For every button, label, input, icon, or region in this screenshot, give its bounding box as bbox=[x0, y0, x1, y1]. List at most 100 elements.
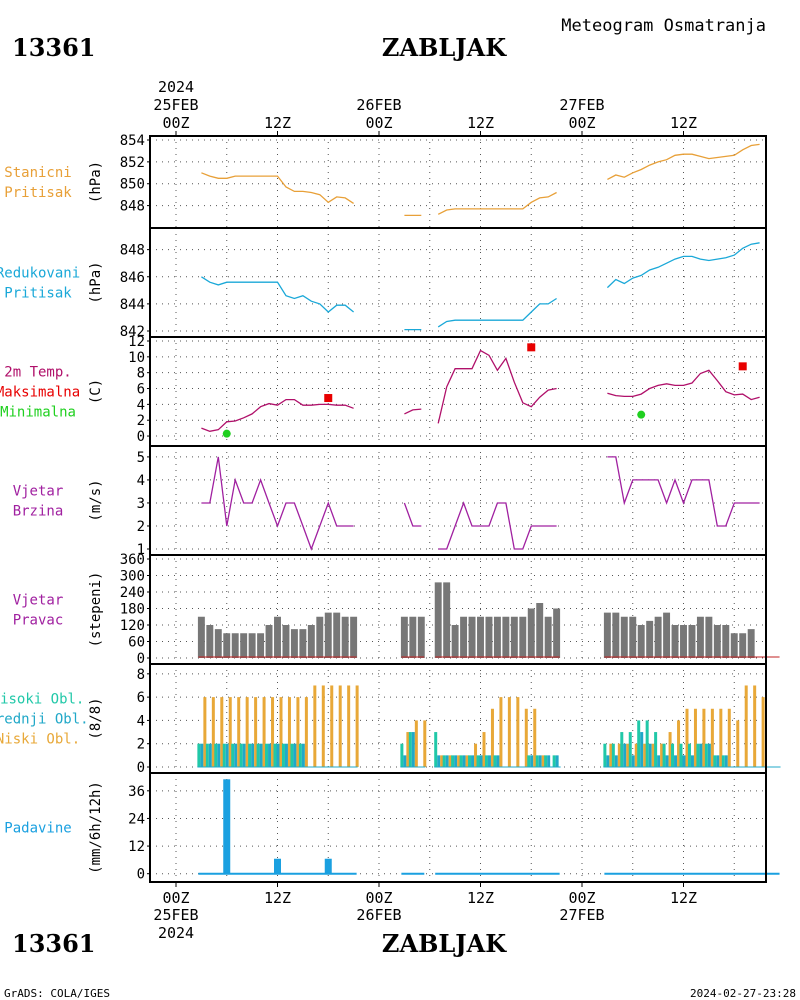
cloud-mid-bar bbox=[623, 743, 627, 767]
y-tick-label: 3 bbox=[137, 496, 145, 512]
panel-reduced_pressure: 842 844 846 848 (hPa) Redukovani Pritisak bbox=[0, 227, 767, 340]
wind-direction-bar bbox=[646, 620, 654, 658]
panel-label: Stanicni bbox=[4, 165, 71, 181]
y-tick-label: 0 bbox=[137, 429, 145, 445]
cloud-mid-bar bbox=[268, 743, 272, 767]
y-tick-label: 12 bbox=[128, 334, 145, 350]
wind-direction-bar bbox=[307, 625, 315, 658]
panel-label: Niski Obl. bbox=[0, 732, 80, 748]
y-axis-unit: (m/s) bbox=[88, 479, 104, 521]
cloud-high-bar bbox=[671, 743, 675, 767]
top-hour-label: 12Z bbox=[670, 114, 697, 132]
cloud-high-bar bbox=[679, 743, 683, 767]
cloud-mid-bar bbox=[657, 755, 661, 767]
panel-cloud_cover: 0 2 4 6 8 (8/8)Visoki Obl. Srednji Obl. Niski O… bbox=[0, 663, 781, 776]
cloud-low-bar bbox=[693, 708, 697, 767]
cloud-low-bar bbox=[660, 743, 664, 767]
y-tick-label: 10 bbox=[128, 350, 145, 366]
cloud-mid-bar bbox=[648, 743, 652, 767]
panel-label: Maksimalna bbox=[0, 385, 80, 401]
cloud-high-bar bbox=[704, 743, 708, 767]
precip-bar bbox=[324, 858, 332, 874]
cloud-mid-bar bbox=[724, 755, 728, 767]
y-tick-label: 5 bbox=[137, 450, 145, 466]
top-date-label: 27FEB bbox=[559, 96, 604, 114]
cloud-high-bar bbox=[611, 743, 615, 767]
cloud-mid-bar bbox=[445, 755, 449, 767]
panel-label: Srednji Obl. bbox=[0, 712, 89, 728]
wind-direction-bar bbox=[451, 625, 459, 658]
wind-direction-bar bbox=[527, 608, 535, 658]
bottom-hour-label: 12Z bbox=[264, 889, 291, 907]
cloud-low-bar bbox=[744, 685, 748, 767]
bottom-hour-label: 12Z bbox=[670, 889, 697, 907]
wind-direction-bar bbox=[333, 612, 341, 658]
cloud-low-bar bbox=[541, 755, 545, 767]
top-hour-label: 00Z bbox=[365, 114, 392, 132]
cloud-high-bar bbox=[197, 743, 201, 767]
y-tick-label: 0 bbox=[137, 867, 145, 883]
cloud-high-bar bbox=[493, 755, 497, 767]
panel-label: Padavine bbox=[4, 821, 71, 837]
series-line bbox=[201, 276, 355, 313]
y-tick-label: 842 bbox=[120, 324, 145, 340]
bottom-date-label: 26FEB bbox=[356, 906, 401, 924]
max-temp-marker bbox=[527, 343, 536, 352]
cloud-mid-bar bbox=[251, 743, 255, 767]
min-temp-marker bbox=[222, 429, 231, 438]
y-tick-label: 4 bbox=[137, 713, 145, 729]
y-tick-label: 848 bbox=[120, 243, 145, 259]
wind-direction-bar bbox=[485, 616, 493, 658]
cloud-low-bar bbox=[524, 708, 528, 767]
wind-direction-bar bbox=[637, 625, 645, 658]
y-tick-label: 0 bbox=[137, 651, 145, 667]
cloud-mid-bar bbox=[699, 743, 703, 767]
cloud-high-bar bbox=[256, 743, 260, 767]
cloud-mid-bar bbox=[471, 755, 475, 767]
panel-label: 2m Temp. bbox=[4, 365, 71, 381]
wind-direction-bar bbox=[730, 633, 738, 658]
cloud-low-bar bbox=[271, 697, 275, 767]
wind-direction-bar bbox=[603, 612, 611, 658]
cloud-low-bar bbox=[457, 755, 461, 767]
series-line bbox=[437, 349, 557, 424]
wind-direction-bar bbox=[536, 603, 544, 658]
cloud-mid-bar bbox=[496, 755, 500, 767]
wind-direction-bar bbox=[417, 616, 425, 658]
cloud-low-bar bbox=[753, 685, 757, 767]
wind-direction-bar bbox=[739, 633, 747, 658]
cloud-mid-bar bbox=[530, 755, 534, 767]
cloud-high-bar bbox=[290, 743, 294, 767]
cloud-low-bar bbox=[533, 708, 537, 767]
panel-frame bbox=[149, 135, 767, 229]
wind-direction-bar bbox=[671, 625, 679, 658]
y-tick-label: 60 bbox=[128, 635, 145, 651]
y-tick-label: 846 bbox=[120, 270, 145, 286]
panel-station_pressure: 848 850 852 854 (hPa) Stanicni Pritisak bbox=[4, 133, 767, 229]
wind-direction-bar bbox=[282, 625, 290, 658]
cloud-mid-bar bbox=[242, 743, 246, 767]
cloud-mid-bar bbox=[403, 755, 407, 767]
cloud-mid-bar bbox=[276, 743, 280, 767]
station-name-top: ZABLJAK bbox=[382, 33, 507, 62]
y-axis-unit: (hPa) bbox=[88, 261, 104, 303]
y-tick-label: 844 bbox=[120, 297, 145, 313]
cloud-mid-bar bbox=[234, 743, 238, 767]
y-tick-label: 4 bbox=[137, 473, 145, 489]
y-tick-label: 24 bbox=[128, 811, 145, 827]
cloud-high-bar bbox=[628, 732, 632, 767]
panel-label: Pritisak bbox=[4, 286, 72, 302]
cloud-low-bar bbox=[448, 755, 452, 767]
cloud-mid-bar bbox=[217, 743, 221, 767]
grads-credit: GrADS: COLA/IGES bbox=[4, 987, 110, 1000]
series-line bbox=[607, 369, 760, 401]
wind-direction-bar bbox=[274, 616, 281, 658]
cloud-high-bar bbox=[603, 743, 607, 767]
cloud-low-bar bbox=[220, 697, 224, 767]
series-line bbox=[606, 242, 760, 289]
max-temp-marker bbox=[738, 362, 747, 371]
wind-direction-bar bbox=[257, 633, 265, 658]
y-axis-unit: (mm/6h/12h) bbox=[88, 781, 104, 874]
top-date-label: 26FEB bbox=[356, 96, 401, 114]
